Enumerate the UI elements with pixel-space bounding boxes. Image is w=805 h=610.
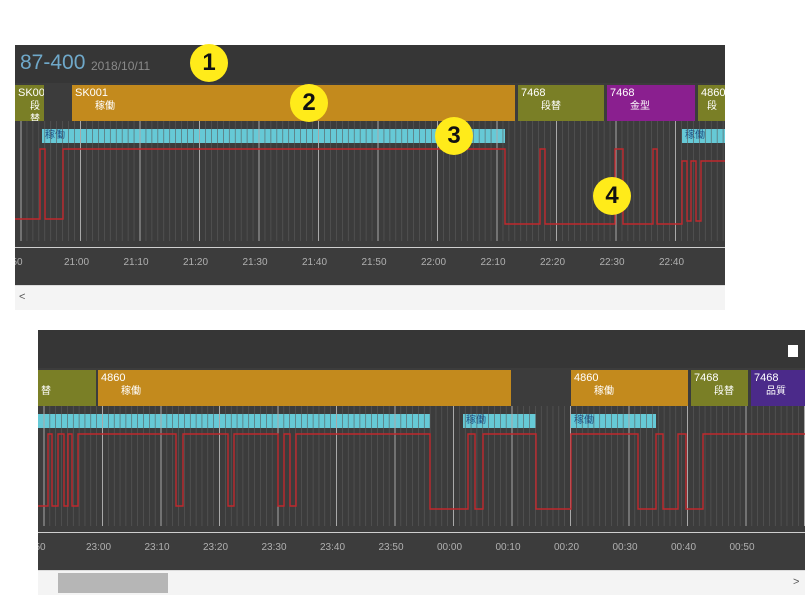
scroll-left-arrow-icon[interactable]: <: [19, 291, 26, 303]
product-code: 7468: [754, 372, 779, 384]
time-tick-label: 23:40: [319, 542, 346, 553]
time-tick-label: 22:40: [658, 257, 685, 268]
product-code: 7468: [610, 87, 635, 99]
product-status: 稼働: [95, 101, 115, 112]
callout-badge: 4: [593, 177, 631, 215]
product-code: 7468: [521, 87, 546, 99]
time-tick-label: 23:10: [144, 542, 170, 553]
time-tick-label: 21:10: [123, 257, 149, 268]
close-icon[interactable]: [788, 345, 798, 357]
time-tick-label: 23:00: [85, 542, 112, 553]
time-axis: [15, 247, 725, 248]
product-status: 段替: [541, 101, 561, 112]
time-tick-label: 23:30: [261, 542, 287, 553]
product-code: SK001: [75, 87, 109, 99]
product-block[interactable]: 7468 金型: [607, 85, 695, 121]
product-block[interactable]: 4860 稼働: [98, 370, 511, 406]
operation-bar[interactable]: [38, 414, 430, 428]
product-status: 段: [707, 101, 717, 112]
product-row: 替 4860 稼働 4860 稼働 7468 段替 7468 品質: [38, 370, 805, 406]
time-tick-label: 21:00: [63, 257, 90, 268]
product-status: 稼働: [121, 386, 141, 397]
operation-bar[interactable]: 稼働: [682, 129, 725, 143]
product-block[interactable]: 4860 段: [698, 85, 725, 121]
product-block[interactable]: 7468 段替: [518, 85, 604, 121]
time-tick-label: 23:50: [378, 542, 404, 553]
signal-trace: [38, 433, 805, 510]
product-block[interactable]: 7468 段替: [691, 370, 748, 406]
time-tick-label: 23:20: [202, 542, 229, 553]
product-block[interactable]: 替: [38, 370, 96, 406]
callout-badge: 2: [290, 84, 328, 122]
time-tick-label: 00:30: [612, 542, 638, 553]
product-row: SK001 段替 SK001 稼働 7468 段替 7468 金型 4860 段: [15, 85, 725, 121]
signal-plot: [38, 406, 805, 526]
time-tick-label: 00:00: [436, 542, 463, 553]
product-status: 金型: [630, 101, 650, 112]
product-code: SK001: [18, 87, 44, 99]
time-tick-label: 00:50: [729, 542, 755, 553]
horizontal-scrollbar[interactable]: <: [15, 285, 725, 310]
time-tick-label: 50: [38, 542, 46, 553]
panel-header: 87-400 2018/10/11: [15, 45, 725, 83]
date-label: 2018/10/11: [91, 59, 151, 73]
product-code: 4860: [101, 372, 126, 384]
time-tick-label: 50: [15, 257, 23, 268]
time-tick-label: 22:20: [539, 257, 566, 268]
scroll-right-arrow-icon[interactable]: >: [793, 576, 800, 588]
time-tick-label: 00:20: [553, 542, 580, 553]
product-status: 替: [41, 386, 51, 397]
product-status: 稼働: [594, 386, 614, 397]
product-status: 品質: [766, 386, 786, 397]
time-tick-label: 22:10: [480, 257, 506, 268]
panel-header: [38, 330, 805, 368]
time-tick-label: 22:00: [420, 257, 447, 268]
time-tick-label: 21:20: [182, 257, 209, 268]
product-block[interactable]: 4860 稼働: [571, 370, 688, 406]
time-tick-label: 00:10: [495, 542, 521, 553]
timeline-panel-top: 87-400 2018/10/11 SK001 段替 SK001 稼働 7468…: [15, 45, 725, 285]
callout-badge: 3: [435, 117, 473, 155]
time-tick-label: 21:40: [301, 257, 328, 268]
time-tick-label: 22:30: [599, 257, 625, 268]
time-tick-label: 21:50: [361, 257, 387, 268]
time-tick-label: 21:30: [242, 257, 268, 268]
horizontal-scrollbar[interactable]: >: [38, 570, 805, 595]
product-status: 段替: [714, 386, 734, 397]
product-code: 4860: [574, 372, 599, 384]
time-tick-label: 00:40: [670, 542, 697, 553]
callout-badge: 1: [190, 44, 228, 82]
machine-id: 87-400: [20, 51, 86, 74]
product-block[interactable]: 7468 品質: [751, 370, 805, 406]
product-block[interactable]: SK001 段替: [15, 85, 44, 121]
product-code: 4860: [701, 87, 725, 99]
product-code: 7468: [694, 372, 719, 384]
product-status: 段替: [30, 101, 40, 121]
time-axis: [38, 532, 805, 533]
signal-plot: [15, 121, 725, 241]
timeline-panel-bottom: 替 4860 稼働 4860 稼働 7468 段替 7468 品質 稼働 稼働 …: [38, 330, 805, 570]
scrollbar-thumb[interactable]: [58, 573, 168, 593]
